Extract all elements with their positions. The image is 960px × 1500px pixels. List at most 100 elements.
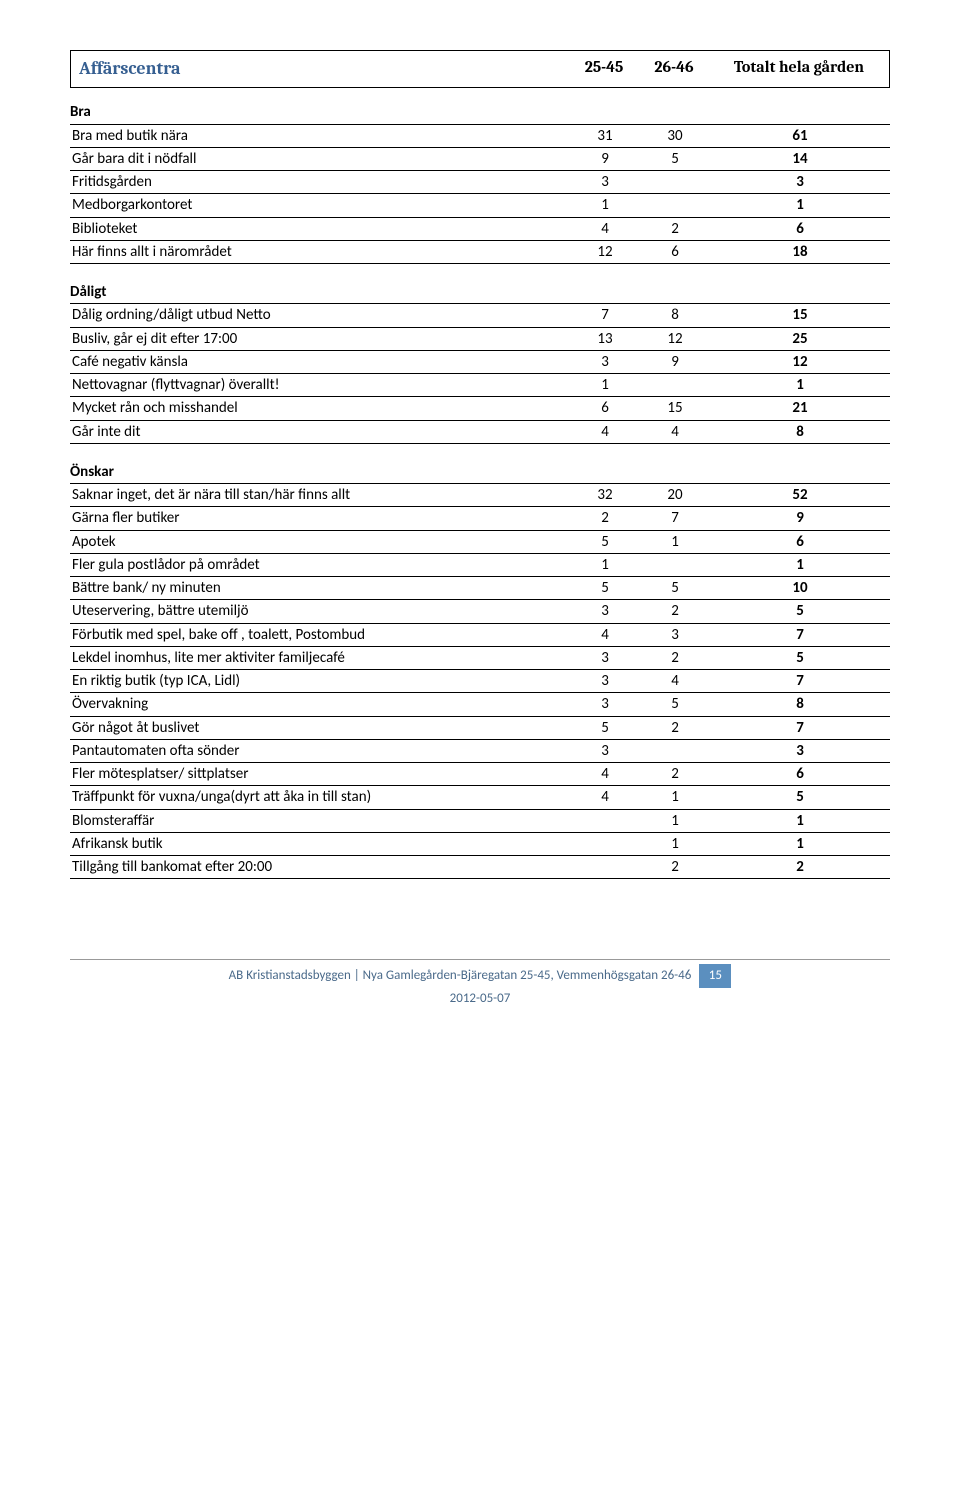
row-value-1: 2 [570, 507, 640, 530]
row-label: Övervakning [70, 693, 570, 716]
row-value-1: 5 [570, 716, 640, 739]
col-header-1: 25-45 [569, 51, 639, 87]
row-total: 5 [710, 600, 890, 623]
row-value-1: 3 [570, 350, 640, 373]
row-label: Här finns allt i närområdet [70, 240, 570, 263]
row-value-2: 30 [640, 125, 710, 148]
row-label: Medborgarkontoret [70, 194, 570, 217]
section-heading: Bra [70, 102, 890, 124]
table-row: Träffpunkt för vuxna/unga(dyrt att åka i… [70, 786, 890, 809]
table-row: Café negativ känsla3912 [70, 350, 890, 373]
row-value-1: 3 [570, 171, 640, 194]
row-total: 1 [710, 553, 890, 576]
table-row: Fritidsgården33 [70, 171, 890, 194]
row-label: Busliv, går ej dit efter 17:00 [70, 327, 570, 350]
row-value-2: 2 [640, 763, 710, 786]
footer-rule [70, 959, 890, 960]
row-total: 1 [710, 809, 890, 832]
row-value-1 [570, 809, 640, 832]
row-value-1: 4 [570, 763, 640, 786]
row-value-2: 8 [640, 304, 710, 327]
page-footer: AB Kristianstadsbyggen | Nya Gamlegården… [70, 959, 890, 1007]
row-total: 3 [710, 739, 890, 762]
row-total: 8 [710, 693, 890, 716]
row-value-1: 31 [570, 125, 640, 148]
row-label: Fler gula postlådor på området [70, 553, 570, 576]
footer-row: AB Kristianstadsbyggen | Nya Gamlegården… [70, 964, 890, 988]
table-row: Går inte dit448 [70, 420, 890, 443]
row-value-1: 4 [570, 623, 640, 646]
row-label: Träffpunkt för vuxna/unga(dyrt att åka i… [70, 786, 570, 809]
row-value-2: 1 [640, 832, 710, 855]
row-label: Fritidsgården [70, 171, 570, 194]
row-total: 7 [710, 670, 890, 693]
row-label: Biblioteket [70, 217, 570, 240]
table-row: Bra med butik nära313061 [70, 125, 890, 148]
table-row: Tillgång till bankomat efter 20:0022 [70, 856, 890, 879]
row-value-2: 5 [640, 577, 710, 600]
row-label: Lekdel inomhus, lite mer aktiviter famil… [70, 646, 570, 669]
row-label: Förbutik med spel, bake off , toalett, P… [70, 623, 570, 646]
row-value-1: 6 [570, 397, 640, 420]
row-value-2: 12 [640, 327, 710, 350]
row-total: 52 [710, 484, 890, 507]
row-value-2: 5 [640, 147, 710, 170]
table-row: Fler mötesplatser/ sittplatser426 [70, 763, 890, 786]
row-label: Fler mötesplatser/ sittplatser [70, 763, 570, 786]
row-total: 2 [710, 856, 890, 879]
row-value-1: 3 [570, 693, 640, 716]
sections-container: BraBra med butik nära313061Går bara dit … [70, 102, 890, 879]
row-total: 3 [710, 171, 890, 194]
row-label: Pantautomaten ofta sönder [70, 739, 570, 762]
row-value-2 [640, 194, 710, 217]
row-value-2 [640, 553, 710, 576]
row-value-2 [640, 374, 710, 397]
row-total: 1 [710, 832, 890, 855]
table-row: Gärna fler butiker279 [70, 507, 890, 530]
row-value-1: 3 [570, 739, 640, 762]
table-row: Gör något åt buslivet527 [70, 716, 890, 739]
row-value-1: 3 [570, 646, 640, 669]
row-value-1: 3 [570, 670, 640, 693]
row-value-2: 7 [640, 507, 710, 530]
table-row: Pantautomaten ofta sönder33 [70, 739, 890, 762]
row-value-2: 20 [640, 484, 710, 507]
row-value-2: 2 [640, 716, 710, 739]
row-label: En riktig butik (typ ICA, Lidl) [70, 670, 570, 693]
row-total: 10 [710, 577, 890, 600]
row-value-2: 1 [640, 786, 710, 809]
row-value-2 [640, 171, 710, 194]
footer-page-number: 15 [699, 964, 731, 988]
header-bar: Affärscentra 25-45 26-46 Totalt hela går… [70, 50, 890, 88]
row-label: Gärna fler butiker [70, 507, 570, 530]
row-total: 14 [710, 147, 890, 170]
row-label: Går inte dit [70, 420, 570, 443]
table-row: Uteservering, bättre utemiljö325 [70, 600, 890, 623]
table-row: En riktig butik (typ ICA, Lidl)347 [70, 670, 890, 693]
row-label: Café negativ känsla [70, 350, 570, 373]
row-label: Afrikansk butik [70, 832, 570, 855]
row-total: 9 [710, 507, 890, 530]
table-row: Afrikansk butik 11 [70, 832, 890, 855]
row-label: Tillgång till bankomat efter 20:00 [70, 856, 570, 879]
row-total: 5 [710, 786, 890, 809]
row-value-1: 1 [570, 374, 640, 397]
row-label: Bättre bank/ ny minuten [70, 577, 570, 600]
row-label: Apotek [70, 530, 570, 553]
topic-title: Affärscentra [71, 51, 569, 87]
row-total: 25 [710, 327, 890, 350]
row-value-1: 5 [570, 530, 640, 553]
row-total: 5 [710, 646, 890, 669]
table-row: Saknar inget, det är nära till stan/här … [70, 484, 890, 507]
section-heading: Dåligt [70, 282, 890, 304]
row-value-1: 1 [570, 194, 640, 217]
row-label: Uteservering, bättre utemiljö [70, 600, 570, 623]
row-label: Bra med butik nära [70, 125, 570, 148]
row-label: Går bara dit i nödfall [70, 147, 570, 170]
row-label: Mycket rån och misshandel [70, 397, 570, 420]
table-row: Går bara dit i nödfall9514 [70, 147, 890, 170]
row-total: 6 [710, 763, 890, 786]
row-value-2 [640, 739, 710, 762]
row-value-2: 1 [640, 530, 710, 553]
row-value-2: 2 [640, 646, 710, 669]
